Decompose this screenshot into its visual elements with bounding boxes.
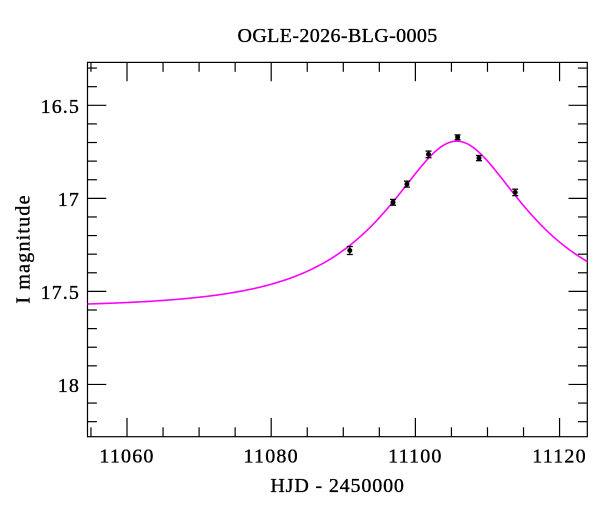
svg-text:18: 18	[58, 375, 80, 397]
svg-text:16.5: 16.5	[41, 96, 80, 118]
svg-text:HJD - 2450000: HJD - 2450000	[270, 475, 404, 497]
svg-text:17.5: 17.5	[41, 282, 80, 304]
svg-text:OGLE-2026-BLG-0005: OGLE-2026-BLG-0005	[238, 25, 438, 47]
svg-text:11100: 11100	[388, 446, 443, 468]
svg-text:I magnitude: I magnitude	[12, 194, 34, 303]
svg-text:11060: 11060	[99, 446, 154, 468]
svg-text:11120: 11120	[532, 446, 587, 468]
svg-text:11080: 11080	[244, 446, 299, 468]
svg-text:17: 17	[58, 189, 80, 211]
